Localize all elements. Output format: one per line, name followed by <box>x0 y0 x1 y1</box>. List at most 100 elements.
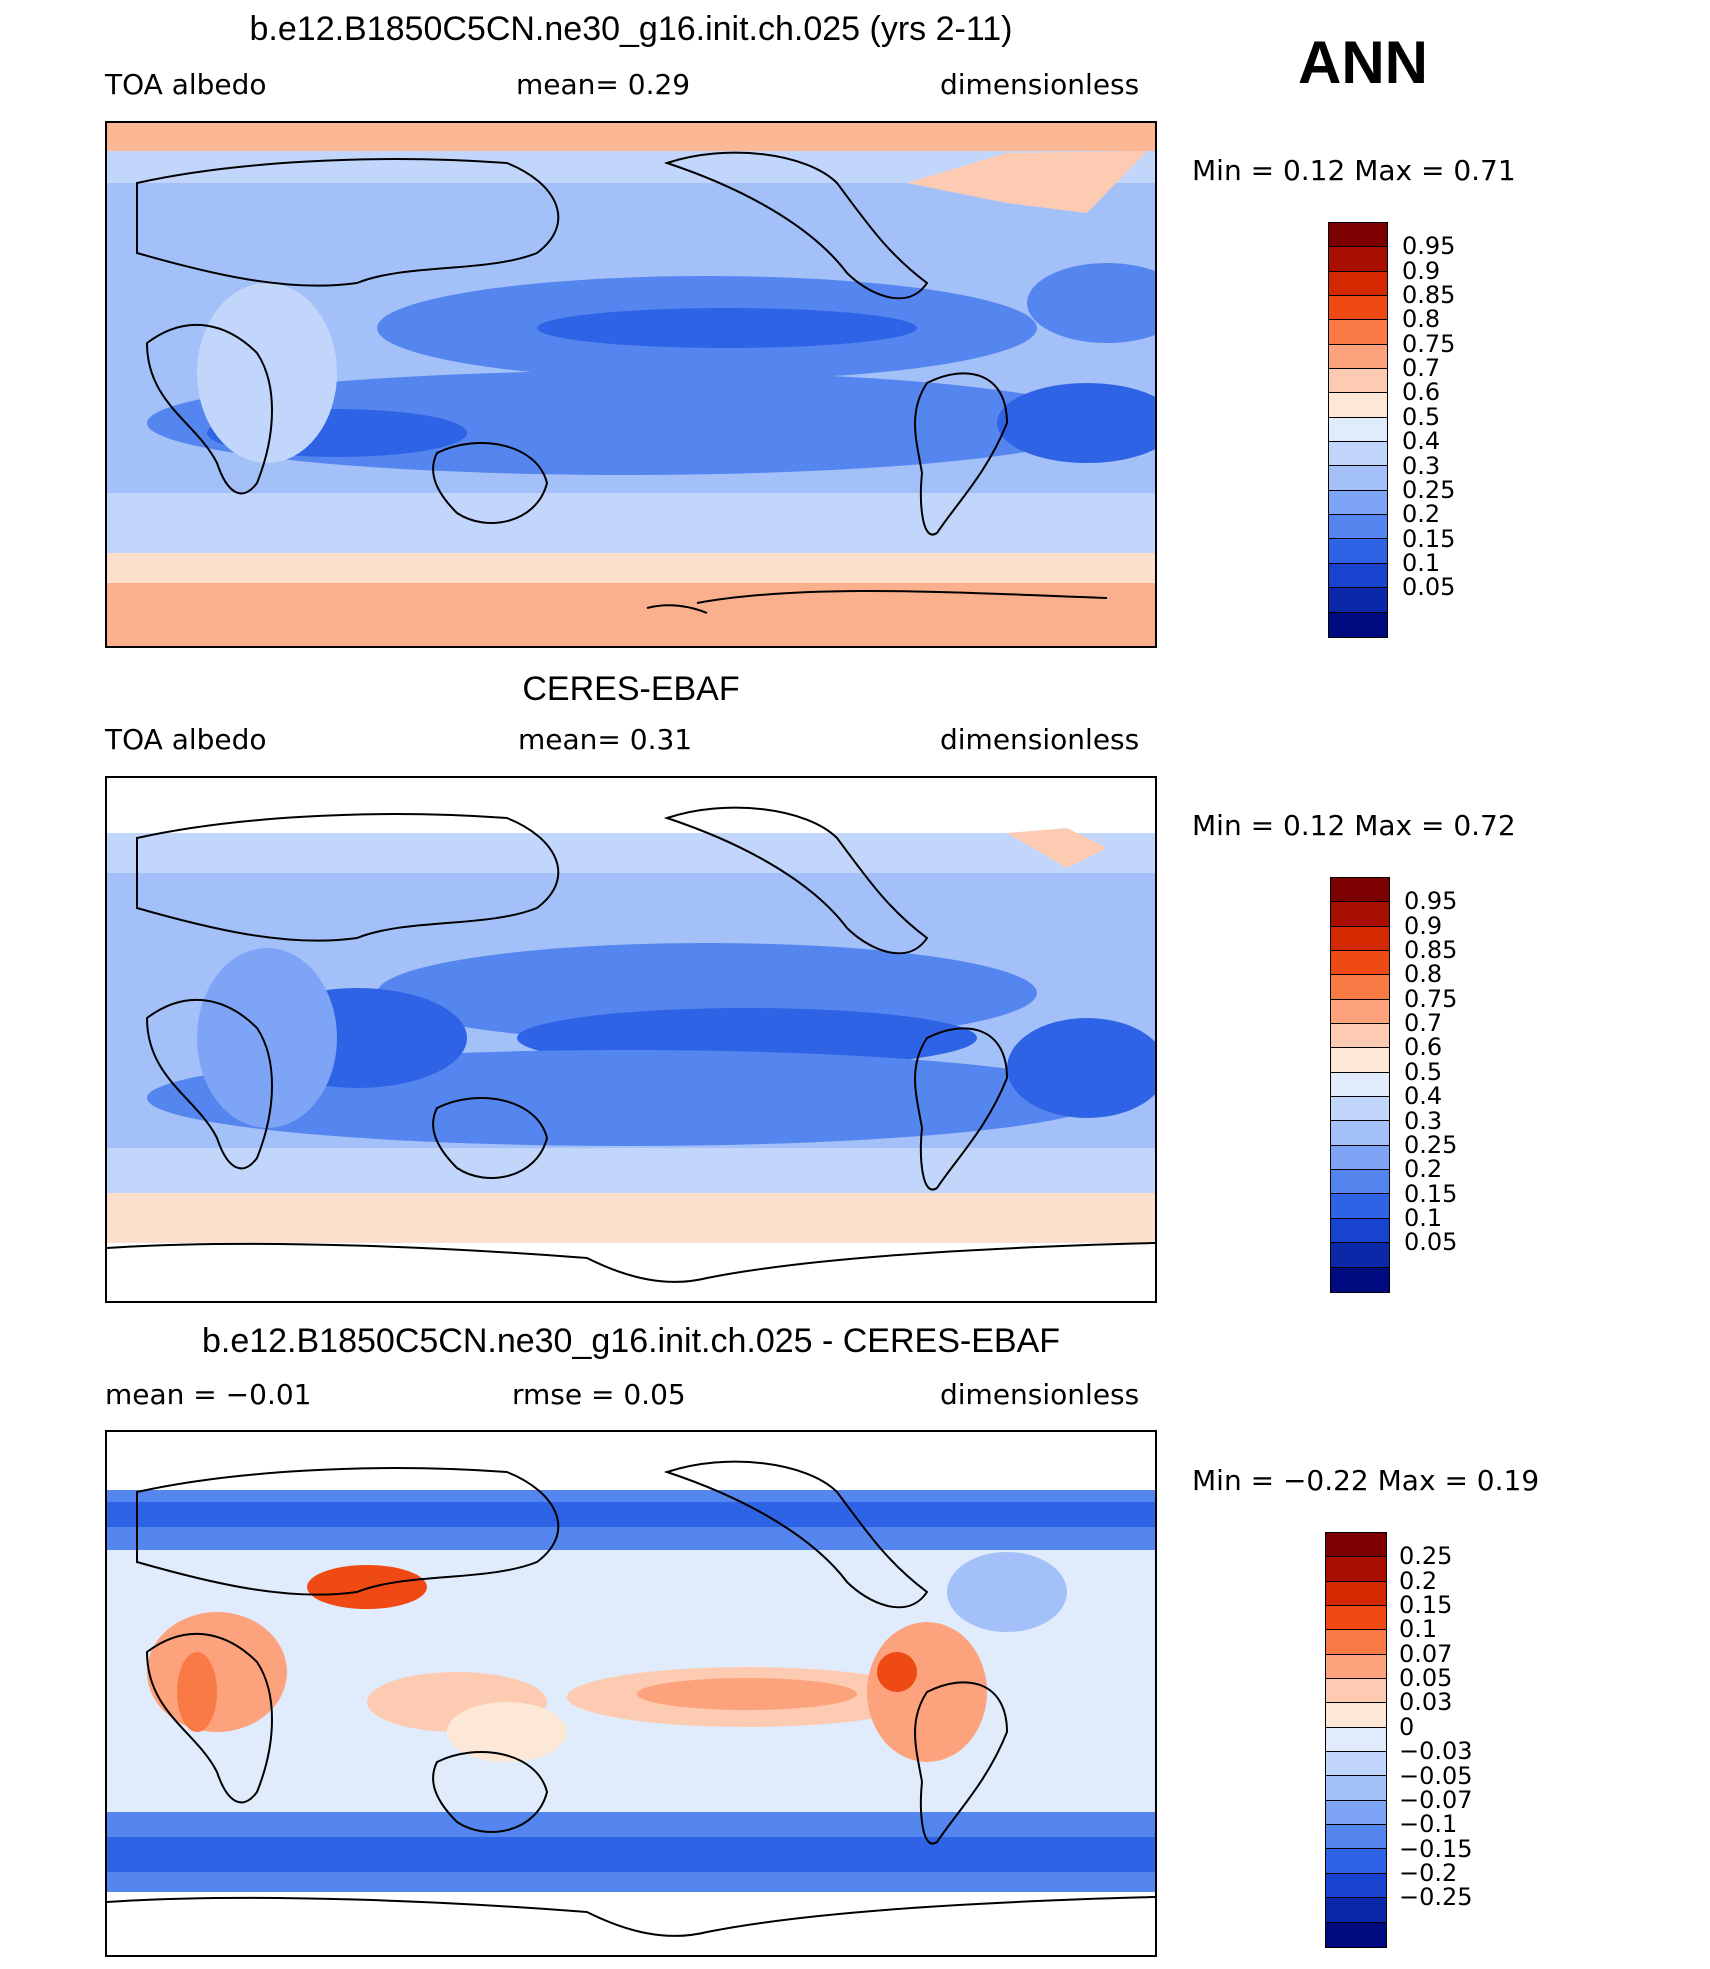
colorbar-swatch <box>1326 1825 1386 1850</box>
panel-2-colorbar <box>1330 877 1390 1293</box>
colorbar-swatch <box>1331 926 1389 952</box>
panel-1-title: b.e12.B1850C5CN.ne30_g16.init.ch.025 (yr… <box>249 10 1013 48</box>
colorbar-label: 0.03 <box>1399 1688 1453 1717</box>
colorbar-swatch <box>1329 369 1387 394</box>
colorbar-label: 0.8 <box>1402 305 1441 334</box>
panel-3-colorbar <box>1325 1532 1387 1948</box>
colorbar-label: 0.85 <box>1402 281 1456 310</box>
colorbar-label: 0.85 <box>1404 936 1458 965</box>
colorbar-swatch <box>1329 612 1387 637</box>
colorbar-swatch <box>1331 1145 1389 1171</box>
colorbar-swatch <box>1326 1581 1386 1607</box>
panel-2-variable: TOA albedo <box>105 723 267 756</box>
colorbar-label: 0.95 <box>1404 887 1458 916</box>
colorbar-label: −0.03 <box>1399 1737 1473 1766</box>
colorbar-label: 0.2 <box>1404 1155 1443 1184</box>
panel-1-units: dimensionless <box>940 68 1140 101</box>
colorbar-label: 0.05 <box>1402 573 1456 602</box>
panel-3-colorbar-labels: 0.25 0.2 0.15 0.1 0.07 0.05 0.03 0 −0.03 −0.05 −0.… <box>1399 1532 1539 1946</box>
colorbar-label: 0.8 <box>1404 960 1443 989</box>
colorbar-swatch <box>1326 1849 1386 1874</box>
colorbar-swatch <box>1329 247 1387 272</box>
panel-3-units: dimensionless <box>940 1378 1140 1411</box>
colorbar-label: 0.2 <box>1399 1566 1438 1595</box>
panel-2-mean: mean= 0.31 <box>518 723 693 756</box>
colorbar-swatch <box>1331 902 1389 927</box>
colorbar-label: 0.5 <box>1402 402 1441 431</box>
panel-2-units: dimensionless <box>940 723 1140 756</box>
colorbar-swatch <box>1329 271 1387 297</box>
colorbar-label: 0.95 <box>1402 232 1456 261</box>
colorbar-swatch <box>1329 296 1387 321</box>
season-label: ANN <box>1298 29 1428 96</box>
colorbar-swatch <box>1331 1243 1389 1268</box>
colorbar-swatch <box>1326 1776 1386 1801</box>
colorbar-swatch <box>1331 1024 1389 1049</box>
colorbar-label: −0.05 <box>1399 1761 1473 1790</box>
panel-1-map <box>105 121 1157 648</box>
colorbar-swatch <box>1331 999 1389 1025</box>
colorbar-swatch <box>1326 1800 1386 1826</box>
panel-3-rmse: rmse = 0.05 <box>512 1378 686 1411</box>
colorbar-swatch <box>1326 1898 1386 1923</box>
colorbar-swatch <box>1329 466 1387 491</box>
colorbar-label: 0.6 <box>1402 378 1441 407</box>
colorbar-label: −0.07 <box>1399 1785 1473 1814</box>
colorbar-label: −0.25 <box>1399 1883 1473 1912</box>
colorbar-label: 0.75 <box>1402 329 1456 358</box>
colorbar-swatch <box>1331 975 1389 1000</box>
colorbar-label: 0.5 <box>1404 1057 1443 1086</box>
colorbar-label: 0.15 <box>1402 524 1456 553</box>
colorbar-swatch <box>1329 515 1387 540</box>
colorbar-label: 0.15 <box>1404 1179 1458 1208</box>
colorbar-swatch <box>1326 1533 1386 1558</box>
colorbar-swatch <box>1331 1170 1389 1195</box>
colorbar-label: 0.7 <box>1402 354 1441 383</box>
colorbar-label: −0.15 <box>1399 1834 1473 1863</box>
colorbar-label: 0.1 <box>1404 1203 1443 1232</box>
colorbar-swatch <box>1331 1194 1389 1219</box>
colorbar-swatch <box>1331 1048 1389 1073</box>
coastlines <box>107 806 1155 1283</box>
colorbar-label: 0.1 <box>1402 548 1441 577</box>
colorbar-swatch <box>1329 393 1387 418</box>
colorbar-label: 0.4 <box>1402 427 1441 456</box>
panel-2-colorbar-labels: 0.95 0.9 0.85 0.8 0.75 0.7 0.6 0.5 0.4 0.3 0.25 0.2… <box>1404 877 1524 1291</box>
panel-1-colorbar <box>1328 222 1388 638</box>
colorbar-swatch <box>1326 1703 1386 1728</box>
panel-2-map <box>105 776 1157 1303</box>
colorbar-label: 0.3 <box>1402 451 1441 480</box>
colorbar-label: 0.15 <box>1399 1591 1453 1620</box>
colorbar-swatch <box>1329 223 1387 248</box>
colorbar-swatch <box>1331 1072 1389 1098</box>
colorbar-swatch <box>1329 442 1387 467</box>
colorbar-label: 0.4 <box>1404 1082 1443 1111</box>
colorbar-label: 0.25 <box>1404 1130 1458 1159</box>
colorbar-swatch <box>1326 1679 1386 1704</box>
colorbar-label: 0.05 <box>1399 1664 1453 1693</box>
panel-2-minmax: Min = 0.12 Max = 0.72 <box>1192 809 1516 842</box>
colorbar-swatch <box>1326 1557 1386 1582</box>
colorbar-swatch <box>1331 1218 1389 1244</box>
colorbar-label: 0.9 <box>1402 256 1441 285</box>
colorbar-swatch <box>1329 539 1387 564</box>
colorbar-label: 0.75 <box>1404 984 1458 1013</box>
colorbar-label: −0.1 <box>1399 1810 1458 1839</box>
panel-3-minmax: Min = −0.22 Max = 0.19 <box>1192 1464 1540 1497</box>
colorbar-label: 0 <box>1399 1712 1415 1741</box>
colorbar-swatch <box>1331 951 1389 976</box>
colorbar-swatch <box>1331 1267 1389 1292</box>
colorbar-swatch <box>1329 588 1387 613</box>
panel-1-variable: TOA albedo <box>105 68 267 101</box>
colorbar-label: −0.2 <box>1399 1858 1458 1887</box>
colorbar-swatch <box>1329 417 1387 443</box>
coastlines <box>107 1460 1155 1937</box>
colorbar-swatch <box>1326 1654 1386 1680</box>
panel-2-title: CERES-EBAF <box>522 670 740 708</box>
panel-1-colorbar-labels: 0.95 0.9 0.85 0.8 0.75 0.7 0.6 0.5 0.4 0.3 0.25 0.2… <box>1402 222 1522 636</box>
colorbar-label: 0.9 <box>1404 911 1443 940</box>
colorbar-swatch <box>1326 1727 1386 1753</box>
colorbar-swatch <box>1331 878 1389 903</box>
colorbar-label: 0.7 <box>1404 1009 1443 1038</box>
panel-3-map <box>105 1430 1157 1957</box>
